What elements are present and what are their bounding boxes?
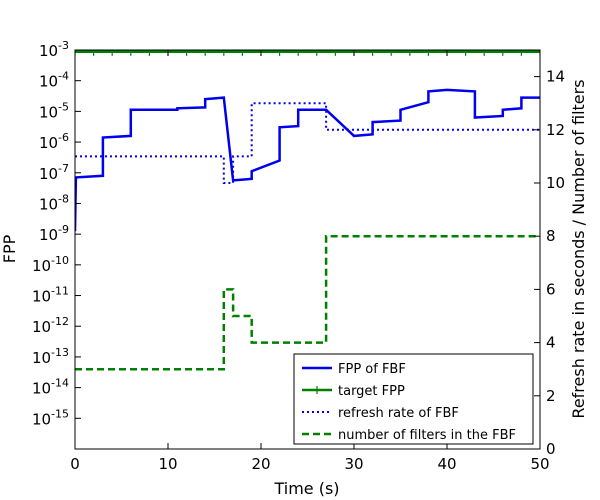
y-right-tick-label: 12 <box>546 121 565 139</box>
x-tick-label: 30 <box>344 455 363 473</box>
y-right-tick-label: 10 <box>546 174 565 192</box>
y-left-tick-label: 10-7 <box>39 162 69 183</box>
y-right-tick-label: 2 <box>546 387 556 405</box>
tick-exponent: -9 <box>58 223 69 236</box>
tick-exponent: -10 <box>51 254 69 267</box>
x-axis-ticks: 0 10 20 30 40 50 <box>70 50 550 473</box>
series-layer <box>75 50 540 371</box>
legend-label: FPP of FBF <box>338 362 406 377</box>
x-tick-label: 50 <box>530 455 549 473</box>
x-tick-label: 0 <box>70 455 80 473</box>
tick-exponent: -15 <box>51 407 69 420</box>
y-right-tick-label: 6 <box>546 280 556 298</box>
x-tick-label: 20 <box>251 455 270 473</box>
y-left-tick-label: 10-6 <box>39 131 69 152</box>
tick-base: 10 <box>32 257 51 275</box>
tick-base: 10 <box>32 288 51 306</box>
y-left-tick-label: 10-14 <box>32 377 69 398</box>
y-left-tick-label: 10-5 <box>39 100 69 121</box>
y-right-tick-label: 8 <box>546 227 556 245</box>
tick-exponent: -7 <box>58 162 69 175</box>
x-tick-label: 40 <box>437 455 456 473</box>
legend-box <box>293 353 534 445</box>
tick-base: 10 <box>39 226 58 244</box>
tick-exponent: -3 <box>58 39 69 52</box>
tick-exponent: -5 <box>58 100 69 113</box>
plot-frame <box>74 49 541 450</box>
tick-base: 10 <box>39 195 58 213</box>
y-right-tick-label: 0 <box>546 440 556 458</box>
y-left-tick-label: 10-8 <box>39 192 69 213</box>
tick-base: 10 <box>39 134 58 152</box>
legend: FPP of FBF target FPP refresh rate of FBF n… <box>293 353 534 445</box>
tick-exponent: -14 <box>51 377 69 390</box>
x-axis-label: Time (s) <box>273 479 339 498</box>
tick-exponent: -8 <box>58 192 69 205</box>
tick-exponent: -11 <box>51 285 69 298</box>
y-left-tick-label: 10-9 <box>39 223 69 244</box>
tick-base: 10 <box>39 165 58 183</box>
y-left-tick-label: 10-15 <box>32 407 69 428</box>
legend-label: refresh rate of FBF <box>338 406 459 421</box>
tick-base: 10 <box>32 410 51 428</box>
tick-base: 10 <box>32 380 51 398</box>
legend-label: target FPP <box>338 384 405 399</box>
y-left-tick-label: 10-12 <box>32 315 69 336</box>
y-left-axis-label: FPP <box>0 234 19 263</box>
series-line-4 <box>75 234 540 371</box>
y-right-tick-label: 14 <box>546 68 565 86</box>
y-right-axis-ticks: 0 2 4 6 8 10 12 14 <box>534 68 565 458</box>
series-line-3 <box>75 102 540 184</box>
tick-exponent: -6 <box>58 131 69 144</box>
y-left-tick-label: 10-11 <box>32 285 69 306</box>
x-tick-label: 10 <box>158 455 177 473</box>
tick-exponent: -4 <box>58 70 69 83</box>
tick-base: 10 <box>32 349 51 367</box>
tick-base: 10 <box>39 103 58 121</box>
tick-base: 10 <box>39 42 58 60</box>
legend-label: number of filters in the FBF <box>338 428 516 443</box>
tick-exponent: -13 <box>51 346 69 359</box>
y-left-tick-label: 10-13 <box>32 346 69 367</box>
y-left-tick-label: 10-3 <box>39 39 69 60</box>
y-left-axis-ticks: 10-310-410-510-610-710-810-910-1010-1110… <box>32 39 81 428</box>
tick-base: 10 <box>39 73 58 91</box>
y-left-tick-label: 10-4 <box>39 70 69 91</box>
y-left-tick-label: 10-10 <box>32 254 69 275</box>
y-right-tick-label: 4 <box>546 334 556 352</box>
tick-exponent: -12 <box>51 315 69 328</box>
series-line-1 <box>75 88 540 232</box>
tick-base: 10 <box>32 318 51 336</box>
y-right-axis-label: Refresh rate in seconds / Number of filt… <box>569 79 588 418</box>
